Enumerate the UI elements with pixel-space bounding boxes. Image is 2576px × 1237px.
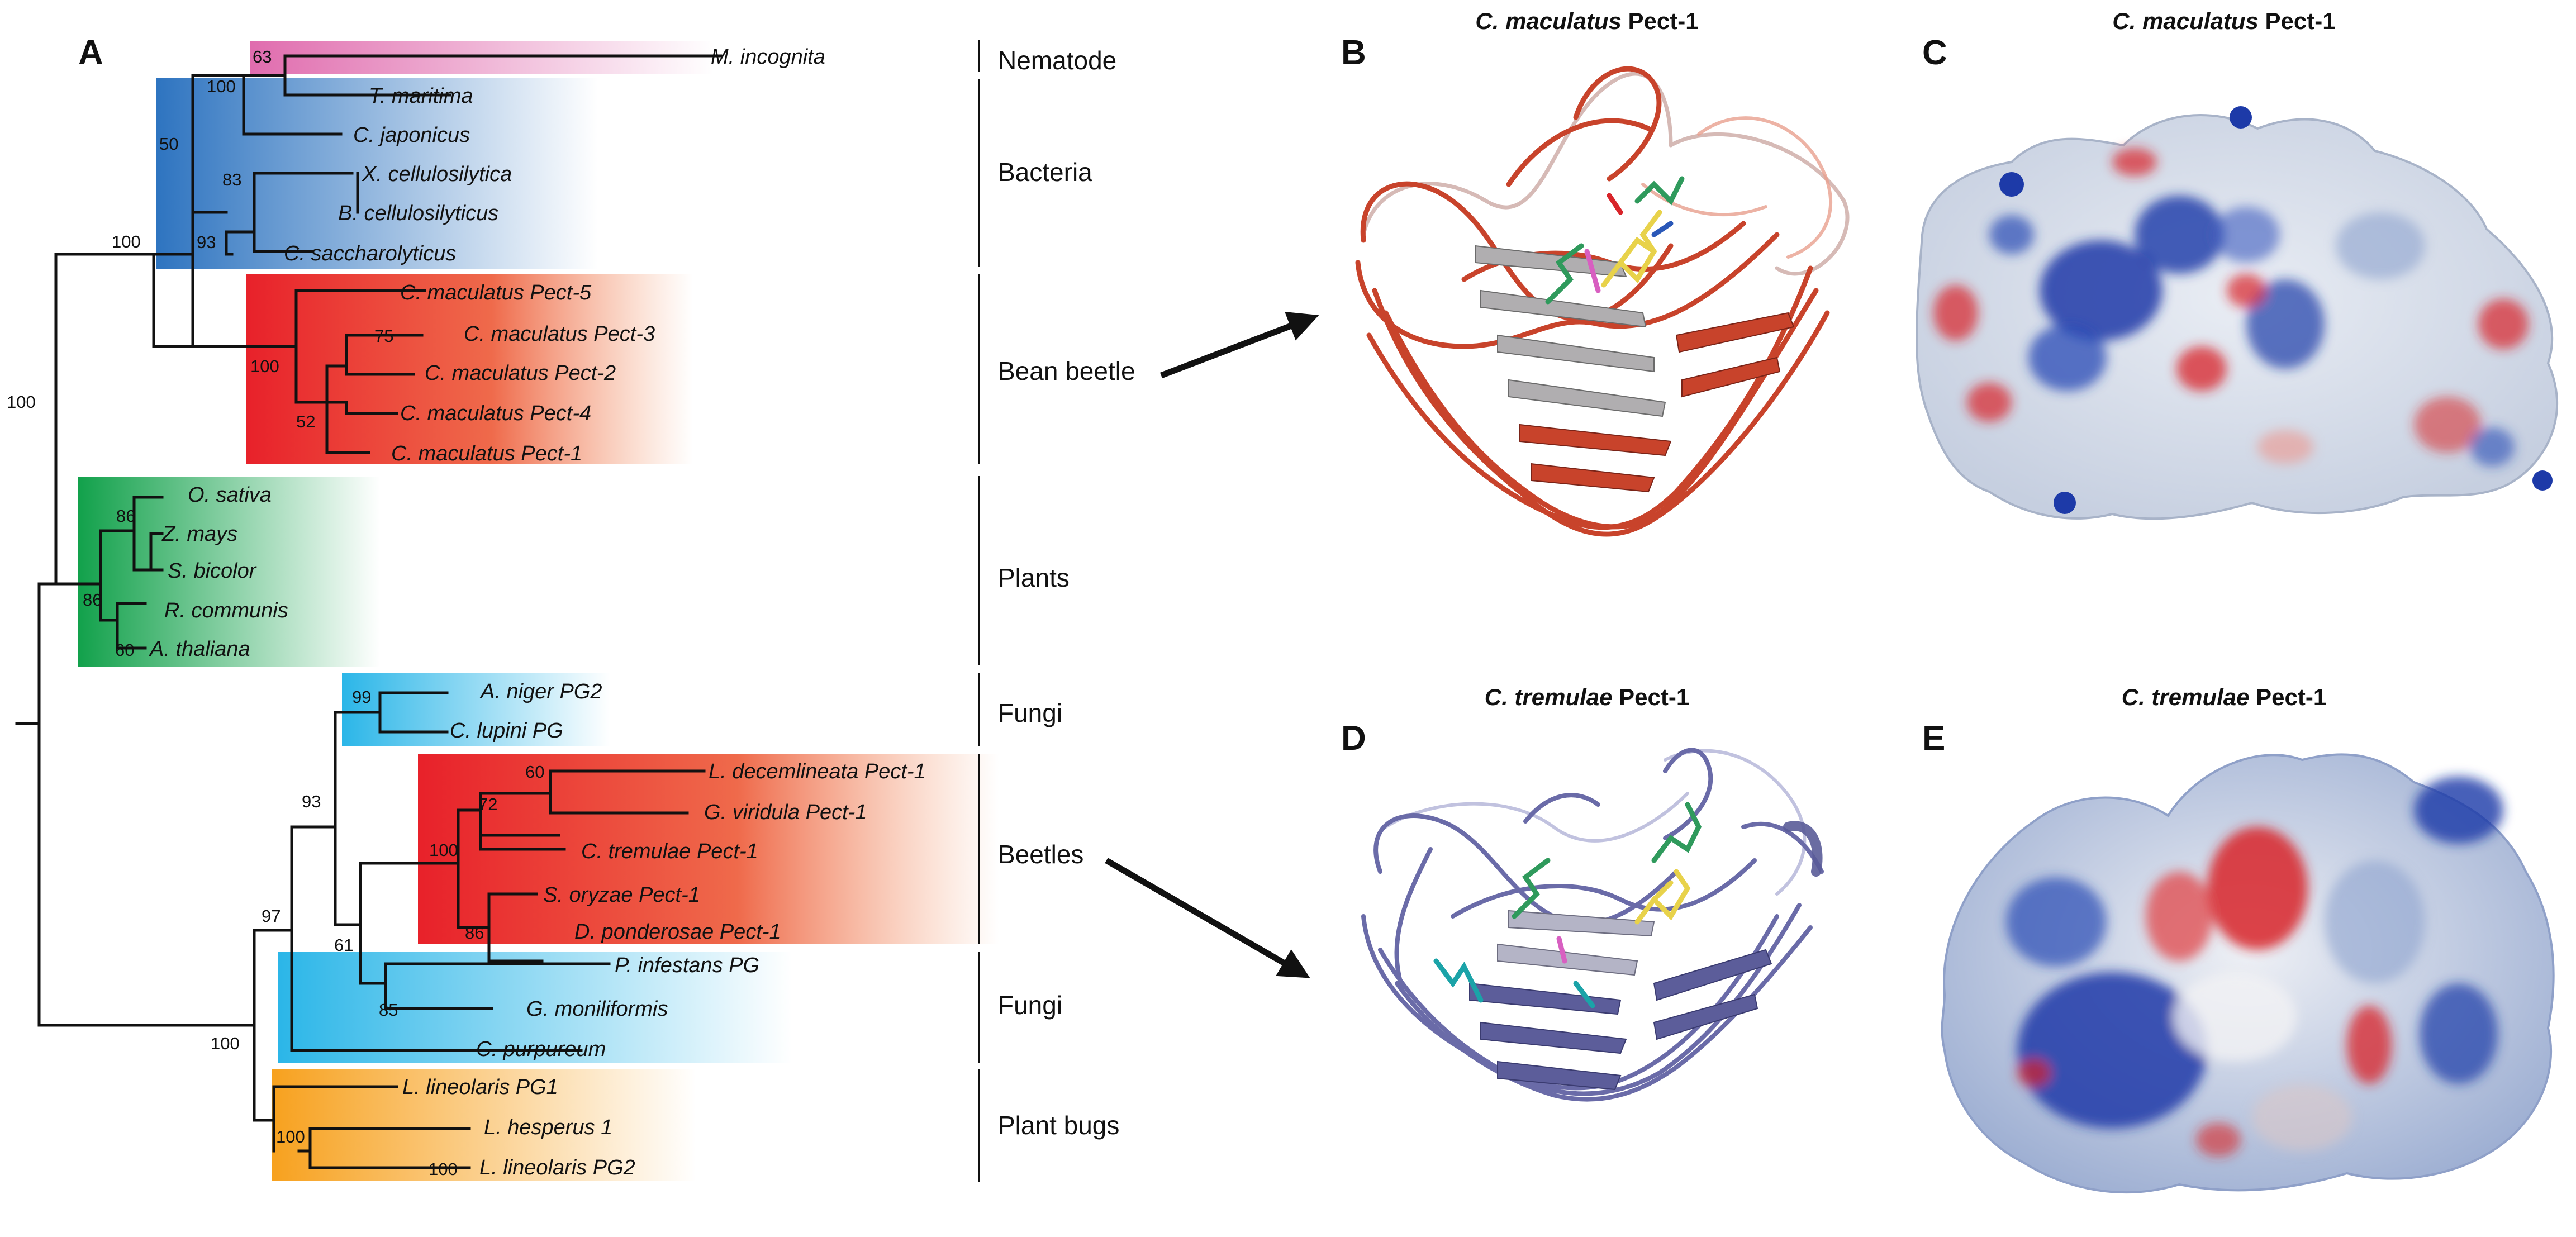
taxon-label: C. japonicus	[353, 123, 470, 147]
taxon-label: B. cellulosilyticus	[338, 202, 498, 225]
panel-b-ribbon-structure	[1355, 66, 1850, 537]
clade-boxes	[78, 41, 999, 1181]
group-label-bean-beetle: Bean beetle	[998, 356, 1135, 386]
taxon-label: C. maculatus Pect-2	[425, 361, 616, 385]
bootstrap-value: 93	[302, 792, 321, 811]
taxon-label: M. incognita	[711, 45, 825, 69]
group-label-beetles: Beetles	[998, 840, 1083, 869]
taxon-label: T. maritima	[369, 84, 473, 108]
panel-d-title: C. tremulae Pect-1	[1485, 684, 1689, 710]
taxon-label: L. hesperus 1	[484, 1116, 612, 1139]
bacteria-box	[156, 78, 598, 269]
taxon-label: Z. mays	[161, 522, 237, 546]
taxon-label: O. sativa	[188, 483, 272, 507]
group-label-plants: Plants	[998, 563, 1070, 592]
taxon-label: C. lupini PG	[450, 719, 563, 743]
group-label-fungi-top: Fungi	[998, 698, 1062, 727]
bootstrap-value: 72	[478, 794, 497, 814]
bootstrap-values: 63 100 50 83 93 100 75 100 52 100 86 86 …	[7, 47, 544, 1179]
bootstrap-value: 60	[115, 640, 134, 660]
bootstrap-value: 97	[262, 906, 281, 926]
panel-letter-d: D	[1341, 719, 1366, 758]
plants-box	[78, 477, 380, 667]
taxon-label: C. maculatus Pect-5	[400, 281, 592, 305]
taxon-label: L. lineolaris PG1	[402, 1076, 558, 1099]
taxon-label: C. purpureum	[476, 1038, 606, 1061]
bootstrap-value: 99	[352, 687, 371, 707]
panel-letter-a: A	[78, 34, 103, 72]
bootstrap-value: 86	[116, 506, 135, 526]
arrow-to-panel-d	[1105, 858, 1310, 978]
panel-letter-b: B	[1341, 34, 1366, 72]
group-label-nematode: Nematode	[998, 46, 1116, 75]
taxon-label: P. infestans PG	[615, 954, 759, 977]
bootstrap-value: 61	[334, 935, 353, 955]
taxon-label: C. maculatus Pect-1	[391, 442, 582, 465]
panel-c-title: C. maculatus Pect-1	[2112, 8, 2335, 34]
panel-c-electrostatic-surface	[1916, 106, 2559, 520]
fungi-bottom-box	[278, 952, 792, 1063]
taxon-label: C. maculatus Pect-4	[400, 402, 591, 425]
panel-e-title: C. tremulae Pect-1	[2122, 684, 2326, 710]
taxon-label: A. thaliana	[149, 637, 250, 661]
group-label-bacteria: Bacteria	[998, 158, 1092, 187]
bootstrap-value: 86	[83, 590, 102, 610]
bootstrap-value: 60	[525, 762, 544, 782]
group-label-fungi-bottom: Fungi	[998, 991, 1062, 1020]
bootstrap-value: 100	[429, 840, 458, 860]
bootstrap-value: 100	[207, 77, 236, 96]
taxon-label: G. viridula Pect-1	[704, 801, 867, 824]
taxon-label: S. oryzae Pect-1	[543, 883, 700, 907]
panel-e-electrostatic-surface	[1941, 753, 2555, 1194]
panel-d-ribbon-structure	[1361, 748, 1824, 1102]
bootstrap-value: 93	[197, 232, 216, 252]
bootstrap-value: 100	[7, 392, 36, 412]
fungi-top-box	[342, 673, 610, 746]
bootstrap-value: 50	[159, 134, 178, 154]
taxon-label: X. cellulosilytica	[362, 163, 512, 186]
bootstrap-value: 83	[222, 170, 241, 189]
group-label-plant-bugs: Plant bugs	[998, 1111, 1119, 1140]
taxon-label: G. moniliformis	[526, 997, 668, 1021]
panel-letter-e: E	[1922, 719, 1945, 758]
taxon-label: A. niger PG2	[479, 680, 602, 703]
bean-beetle-box	[246, 274, 693, 464]
arrow-to-panel-b	[1160, 312, 1319, 379]
bootstrap-value: 100	[429, 1159, 458, 1179]
taxon-label: R. communis	[164, 599, 288, 622]
taxa-labels: M. incognita T. maritima C. japonicus X.…	[149, 45, 926, 1179]
bootstrap-value: 100	[250, 356, 279, 376]
bootstrap-value: 100	[211, 1034, 240, 1053]
bootstrap-value: 100	[112, 232, 141, 251]
bootstrap-value: 63	[253, 47, 272, 66]
taxon-label: C. saccharolyticus	[284, 242, 456, 265]
taxon-label: S. bicolor	[168, 559, 257, 583]
bootstrap-value: 52	[296, 412, 315, 431]
taxon-label: L. lineolaris PG2	[479, 1156, 635, 1179]
phylogenetic-tree	[15, 54, 723, 1169]
taxon-label: D. ponderosae Pect-1	[574, 920, 781, 944]
nematode-box	[250, 41, 714, 74]
bootstrap-value: 75	[374, 326, 393, 346]
taxon-label: C. maculatus Pect-3	[464, 322, 655, 346]
bootstrap-value: 86	[465, 923, 484, 943]
taxon-label: C. tremulae Pect-1	[581, 840, 758, 863]
taxon-label: L. decemlineata Pect-1	[709, 760, 926, 783]
bootstrap-value: 100	[276, 1127, 305, 1146]
panel-b-title: C. maculatus Pect-1	[1475, 8, 1698, 34]
group-labels: Nematode Bacteria Bean beetle Plants Fun…	[998, 46, 1135, 1140]
panel-letter-c: C	[1922, 34, 1947, 72]
bootstrap-value: 85	[379, 1000, 398, 1020]
